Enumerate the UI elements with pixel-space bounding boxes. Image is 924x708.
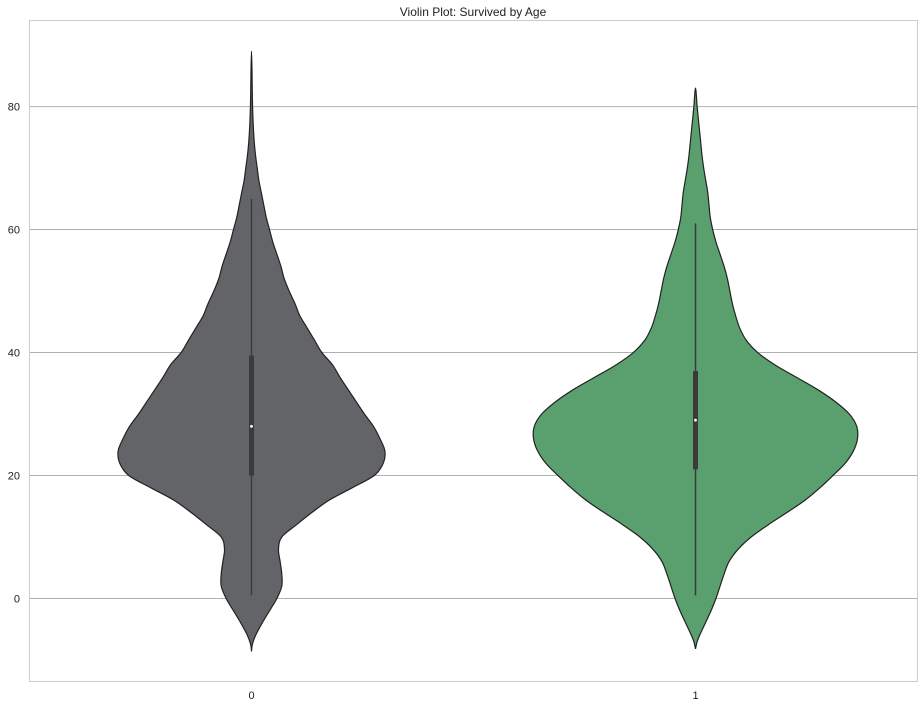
x-tick-label: 1: [692, 690, 698, 702]
median-marker: [694, 418, 697, 422]
y-tick-label: 80: [8, 102, 20, 114]
y-tick-label: 60: [8, 225, 20, 237]
violins-layer: [117, 50, 859, 652]
violin-0: [117, 50, 386, 652]
y-tick-label: 20: [8, 471, 20, 483]
x-tick-label: 0: [248, 690, 254, 702]
y-axis: 0 20 40 60 80: [8, 102, 20, 606]
median-marker: [250, 424, 253, 428]
y-tick-label: 40: [8, 348, 20, 360]
chart-title: Violin Plot: Survived by Age: [400, 5, 547, 19]
grid-lines: [29, 106, 918, 599]
y-tick-label: 0: [14, 593, 20, 605]
iqr-box: [249, 355, 254, 476]
plot-frame: [29, 20, 918, 682]
violin-1: [532, 87, 859, 650]
